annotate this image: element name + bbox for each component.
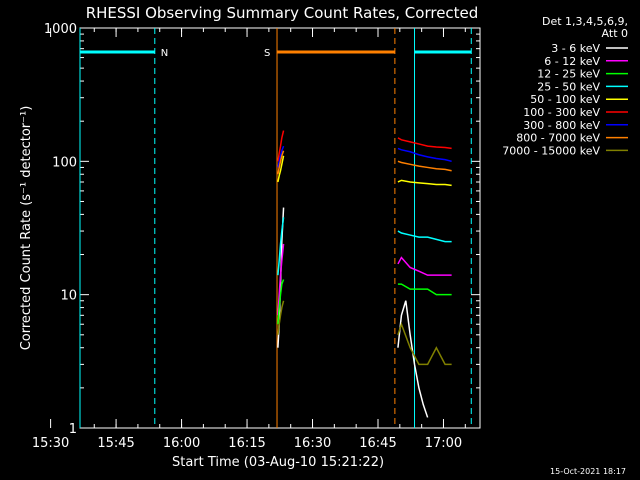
series-line <box>397 321 452 366</box>
legend-label: 300 - 800 keV <box>523 119 600 132</box>
y-axis-label: Corrected Count Rate (s⁻¹ detector⁻¹) <box>19 106 34 351</box>
series-line <box>277 155 285 183</box>
series-lines <box>277 130 452 418</box>
flag-label: S <box>264 48 270 59</box>
series-line <box>397 160 452 172</box>
x-tick-label: 15:45 <box>97 436 134 451</box>
legend-label: 7000 - 15000 keV <box>502 144 600 157</box>
x-axis: 15:30 15:45 16:00 16:15 16:30 16:45 17:00 <box>32 28 466 451</box>
flag-label: N <box>161 48 168 59</box>
legend-header-line-1: Det 1,3,4,5,6,9, <box>542 15 628 28</box>
x-tick-label: 16:00 <box>163 436 200 451</box>
series-line <box>277 279 285 325</box>
y-tick-label: 1000 <box>44 22 77 37</box>
plot-frame <box>79 27 481 429</box>
series-line <box>397 137 452 150</box>
legend-label: 6 - 12 keV <box>544 55 600 68</box>
x-tick-label: 17:00 <box>425 436 462 451</box>
legend-label: 800 - 7000 keV <box>516 132 600 145</box>
x-axis-label: Start Time (03-Aug-10 15:21:22) <box>172 455 384 470</box>
y-tick-label: 100 <box>52 155 77 170</box>
y-tick-label: 10 <box>60 289 77 304</box>
x-tick-label: 16:45 <box>359 436 396 451</box>
x-tick-label: 15:30 <box>32 436 69 451</box>
series-line <box>277 300 285 335</box>
series-line <box>397 230 452 243</box>
series-line <box>397 256 452 276</box>
series-line <box>397 300 429 418</box>
series-line <box>277 243 285 316</box>
y-axis: 1 10 100 1000 <box>44 22 480 437</box>
series-line <box>397 283 452 296</box>
series-line <box>277 130 285 162</box>
legend-label: 100 - 300 keV <box>523 106 600 119</box>
x-tick-label: 16:15 <box>228 436 265 451</box>
series-line <box>277 150 285 175</box>
series-line <box>397 179 452 187</box>
chart-title: RHESSI Observing Summary Count Rates, Co… <box>86 4 479 22</box>
legend-label: 3 - 6 keV <box>551 42 600 55</box>
series-line <box>277 145 285 168</box>
legend-label: 12 - 25 keV <box>537 68 600 81</box>
legend-header-line-2: Att 0 <box>602 27 628 40</box>
legend-label: 50 - 100 keV <box>530 93 600 106</box>
series-line <box>397 147 452 163</box>
footer-timestamp: 15-Oct-2021 18:17 <box>550 467 626 476</box>
y-tick-label: 1 <box>69 422 77 437</box>
legend-label: 25 - 50 keV <box>537 80 600 93</box>
x-tick-label: 16:30 <box>294 436 331 451</box>
series-line <box>277 217 285 276</box>
